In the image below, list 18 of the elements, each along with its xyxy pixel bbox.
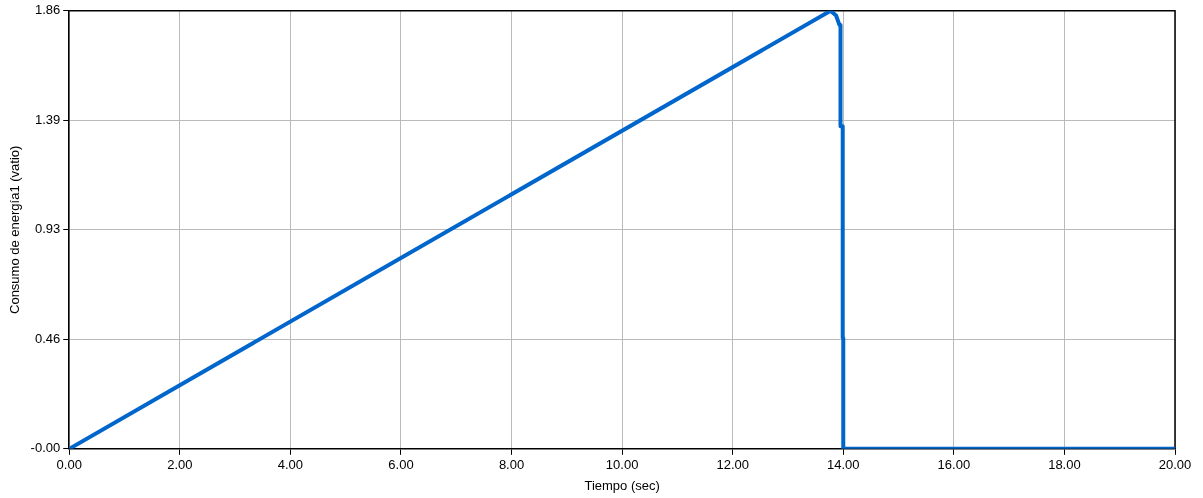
x-tick-label: 16.00 <box>937 457 971 473</box>
x-tick-label: 4.00 <box>277 457 304 473</box>
y-tick-label: 0.46 <box>34 330 61 346</box>
x-tick-label: 8.00 <box>498 457 525 473</box>
x-tick-label: 10.00 <box>605 457 639 473</box>
y-axis-title: Consumo de energía1 (vatio) <box>7 145 23 314</box>
y-tick-label: 0.93 <box>34 221 61 237</box>
y-tick-label: 1.86 <box>34 2 61 18</box>
x-axis-title: Tiempo (sec) <box>584 477 660 493</box>
x-tick-label: 0.00 <box>56 457 82 473</box>
x-tick-label: 20.00 <box>1158 457 1192 473</box>
x-tick-label: 2.00 <box>167 457 193 473</box>
x-tick-label: 18.00 <box>1048 457 1081 473</box>
y-tick-label: 1.39 <box>34 111 61 127</box>
x-tick-label: 14.00 <box>827 457 860 473</box>
x-tick-label: 12.00 <box>716 457 749 473</box>
x-tick-label: 6.00 <box>388 457 414 473</box>
y-tick-label: -0.00 <box>30 440 61 456</box>
